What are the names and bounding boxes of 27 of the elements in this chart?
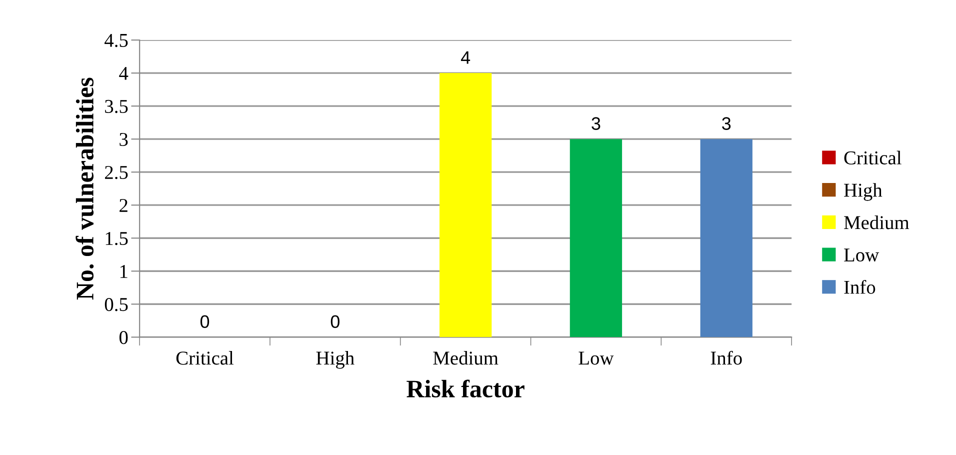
- y-tick-label: 4: [119, 67, 128, 80]
- data-label: 4: [460, 51, 470, 64]
- x-tick-label: Low: [578, 352, 614, 365]
- data-label: 0: [200, 315, 210, 328]
- x-tick-label: Critical: [176, 351, 234, 365]
- legend-label: High: [844, 183, 882, 201]
- y-tick-label: 0: [119, 330, 128, 344]
- x-tick-label: Medium: [433, 351, 498, 365]
- x-axis-title: Risk factor: [406, 380, 524, 398]
- x-tick-label: High: [316, 351, 354, 369]
- data-label: 0: [330, 315, 340, 328]
- legend-label: Medium: [844, 216, 910, 230]
- legend-label: Critical: [844, 150, 902, 164]
- y-tick-label: 3.5: [105, 100, 128, 114]
- y-tick-label: 3: [120, 132, 128, 146]
- y-tick-label: 2.5: [105, 166, 128, 180]
- data-label: 3: [722, 117, 731, 130]
- y-tick-label: 1: [120, 265, 128, 278]
- x-tick-label: Info: [710, 350, 742, 365]
- legend-label: Info: [844, 280, 876, 294]
- y-tick-label: 2: [120, 198, 128, 212]
- data-label: 3: [592, 117, 600, 130]
- y-tick-label: 0.5: [104, 298, 128, 312]
- y-axis-title: No. of vulnerabilities: [76, 78, 94, 300]
- legend-label: Low: [844, 248, 880, 262]
- y-tick-label: 1.5: [106, 232, 128, 246]
- y-tick-label: 4.5: [104, 34, 128, 48]
